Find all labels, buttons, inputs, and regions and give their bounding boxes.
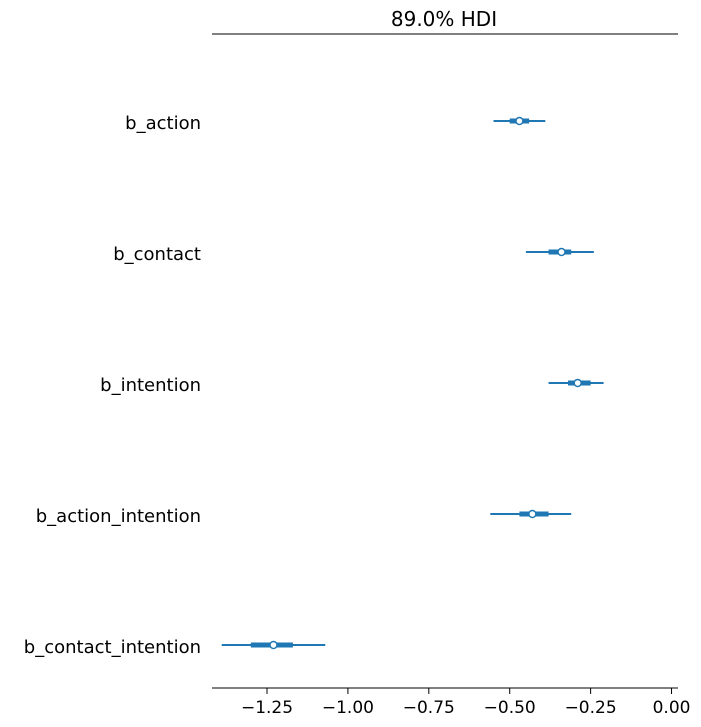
parameter-labels: b_action b_contact b_intention b_action_int… (24, 113, 201, 658)
mean-point (515, 116, 524, 126)
x-axis-ticks: −1.25 −1.00 −0.75 −0.50 −0.25 0.00 (241, 688, 690, 718)
x-tick-label: −0.75 (403, 698, 455, 718)
x-tick-label: −1.25 (241, 698, 293, 718)
parameter-label: b_contact (113, 244, 201, 265)
x-tick-label: −1.00 (322, 698, 374, 718)
x-tick-label: 0.00 (653, 698, 691, 718)
mean-point (557, 247, 566, 257)
x-tick-label: −0.25 (565, 698, 617, 718)
mean-point (573, 378, 582, 388)
mean-point (269, 640, 278, 650)
parameter-label: b_action_intention (36, 506, 201, 527)
x-tick-label: −0.50 (484, 698, 536, 718)
parameter-label: b_action (125, 113, 201, 134)
parameter-label: b_intention (100, 375, 201, 396)
hdi-intervals (221, 116, 604, 650)
chart-title: 89.0% HDI (391, 7, 497, 31)
parameter-label: b_contact_intention (24, 637, 201, 658)
mean-point (528, 509, 537, 519)
